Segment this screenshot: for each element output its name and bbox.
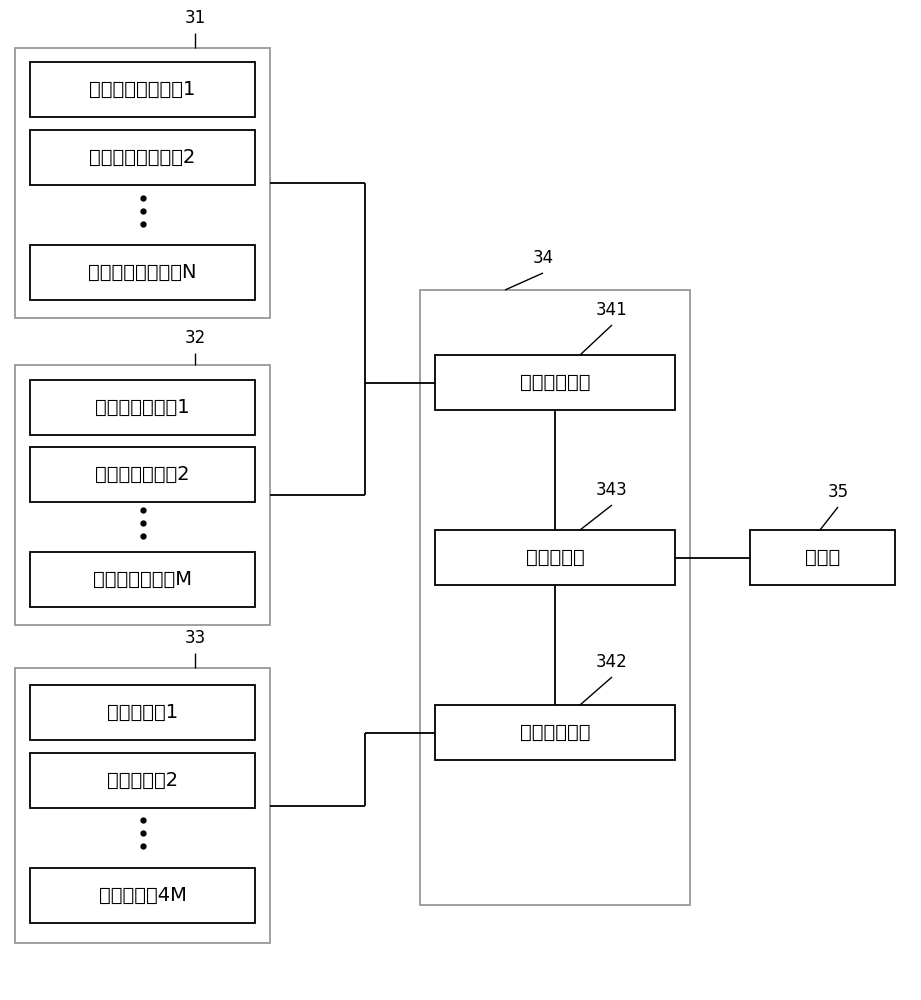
Bar xyxy=(30,380,255,435)
Bar xyxy=(15,365,270,625)
Bar xyxy=(30,552,255,607)
Text: 电子皮带礠1: 电子皮带礠1 xyxy=(107,703,178,722)
Bar xyxy=(30,447,255,502)
Text: 模拟量采集卡: 模拟量采集卡 xyxy=(519,723,590,742)
Bar xyxy=(435,530,675,585)
Text: 31: 31 xyxy=(184,9,205,27)
Text: 35: 35 xyxy=(827,483,848,501)
Bar xyxy=(30,62,255,117)
Bar xyxy=(30,245,255,300)
Text: 犁煤器位置传感器N: 犁煤器位置传感器N xyxy=(88,263,197,282)
Text: 换向信号采集器2: 换向信号采集器2 xyxy=(95,465,190,484)
Text: 犁煤器位置传感器2: 犁煤器位置传感器2 xyxy=(89,148,195,167)
Bar xyxy=(15,668,270,943)
Text: 数字量采集卡: 数字量采集卡 xyxy=(519,373,590,392)
Text: 上位机: 上位机 xyxy=(805,548,840,567)
Text: 数据处理器: 数据处理器 xyxy=(526,548,585,567)
Text: 犁煤器位置传感器1: 犁煤器位置传感器1 xyxy=(89,80,195,99)
Text: 32: 32 xyxy=(184,329,205,347)
Text: 换向信号采集器M: 换向信号采集器M xyxy=(93,570,192,589)
Bar xyxy=(435,355,675,410)
Bar xyxy=(435,705,675,760)
Text: 34: 34 xyxy=(532,249,554,267)
Bar xyxy=(30,868,255,923)
Text: 33: 33 xyxy=(184,629,205,647)
Bar xyxy=(15,48,270,318)
Text: 341: 341 xyxy=(596,301,628,319)
Text: 342: 342 xyxy=(596,653,628,671)
Bar xyxy=(30,130,255,185)
Bar xyxy=(30,685,255,740)
Bar xyxy=(30,753,255,808)
Text: 电子皮带礠2: 电子皮带礠2 xyxy=(107,771,178,790)
Bar xyxy=(750,530,895,585)
Text: 换向信号采集器1: 换向信号采集器1 xyxy=(95,398,190,417)
Bar xyxy=(420,290,690,905)
Text: 343: 343 xyxy=(596,481,628,499)
Text: 电子皮带礠4M: 电子皮带礠4M xyxy=(99,886,186,905)
